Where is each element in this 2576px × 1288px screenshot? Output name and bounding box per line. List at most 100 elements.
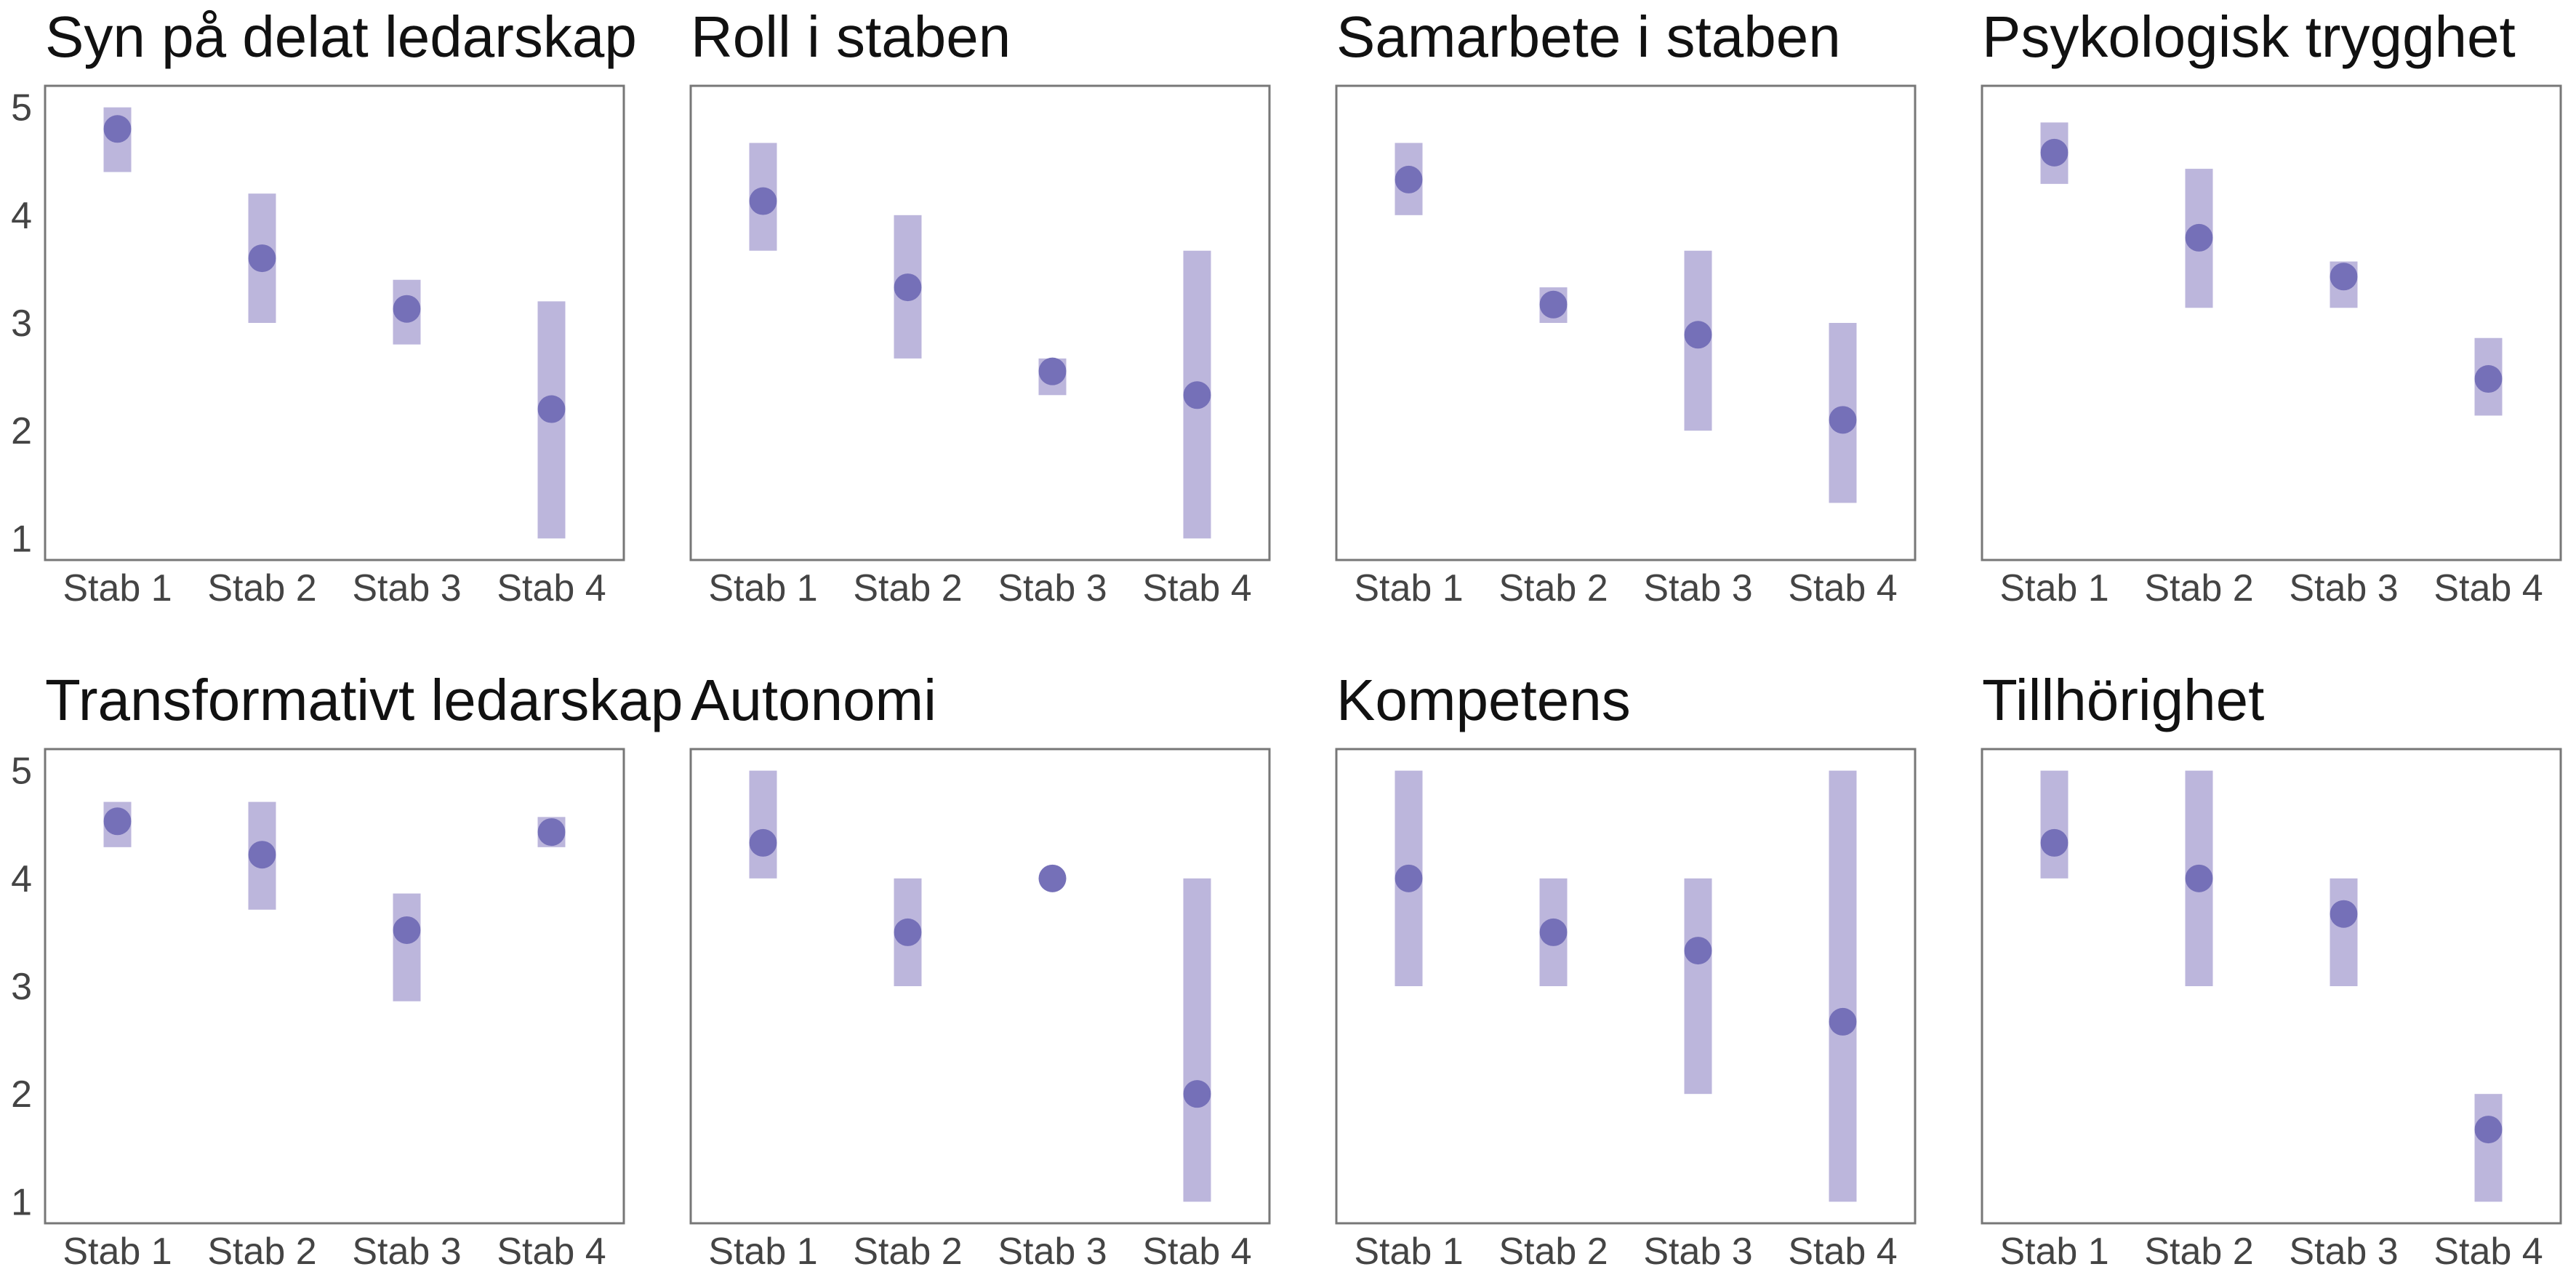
mean-point [2040, 138, 2069, 167]
x-tick-label: Stab 2 [853, 567, 962, 609]
mean-point [1395, 165, 1423, 193]
x-tick-label: Stab 1 [1354, 567, 1463, 609]
panel-title: Autonomi [691, 668, 936, 732]
x-tick-label: Stab 4 [497, 1231, 606, 1273]
panel-title: Samarbete i staben [1336, 4, 1841, 69]
mean-point [2474, 1116, 2503, 1144]
mean-point [894, 273, 922, 302]
mean-point [1829, 406, 1857, 434]
x-tick-label: Stab 2 [853, 1231, 962, 1273]
plot-frame [44, 84, 625, 561]
y-tick-label: 3 [11, 966, 32, 1008]
mean-point [103, 115, 132, 143]
panel-3: Samarbete i staben Stab 1 Stab 2 Stab 3 Stab… [1335, 4, 1917, 609]
y-tick-label: 3 [11, 303, 32, 345]
range-bar [1684, 878, 1712, 1095]
x-tick-label: Stab 4 [1788, 1231, 1897, 1273]
range-bar [749, 770, 777, 879]
mean-point [1183, 381, 1211, 409]
x-tick-label: Stab 2 [1498, 567, 1608, 609]
y-tick-label: 5 [11, 87, 32, 129]
x-tick-label: Stab 3 [352, 1231, 461, 1273]
mean-point [1539, 290, 1568, 319]
y-tick-label: 1 [11, 518, 32, 560]
x-tick-label: Stab 3 [998, 1231, 1107, 1273]
plot-frame [689, 84, 1271, 561]
mean-point [2474, 365, 2503, 393]
range-bar [393, 893, 421, 1001]
mean-point [537, 395, 566, 423]
mean-point [1038, 864, 1067, 892]
mean-point [1395, 864, 1423, 892]
x-tick-label: Stab 1 [1999, 567, 2108, 609]
panel-2: Roll i staben Stab 1 Stab 2 Stab 3 Stab 4 [689, 4, 1271, 609]
plot-frame [44, 748, 625, 1225]
mean-point [393, 916, 421, 944]
x-tick-label: Stab 1 [708, 567, 817, 609]
range-bar [1183, 878, 1211, 1202]
y-tick-label: 1 [11, 1181, 32, 1223]
mean-point [894, 918, 922, 946]
panel-title: Psykologisk trygghet [1982, 4, 2516, 69]
panel-5: Transformativt ledarskap 1 2 3 4 5 Stab 1 Stab … [11, 668, 683, 1273]
mean-point [393, 295, 421, 323]
panel-7: Kompetens Stab 1 Stab 2 Stab 3 Stab 4 [1335, 668, 1917, 1273]
mean-point [103, 807, 132, 836]
x-tick-label: Stab 2 [1498, 1231, 1608, 1273]
x-tick-label: Stab 1 [63, 567, 172, 609]
mean-point [1684, 321, 1712, 349]
panel-title: Transformativt ledarskap [45, 668, 683, 732]
panel-title: Roll i staben [691, 4, 1011, 69]
x-tick-label: Stab 2 [2144, 1231, 2253, 1273]
x-tick-label: Stab 3 [998, 567, 1107, 609]
panel-1: Syn på delat ledarskap 1 2 3 4 5 Stab 1 Stab 2 S… [11, 4, 637, 609]
mean-point [1684, 937, 1712, 965]
plot-frame [1335, 84, 1917, 561]
mean-point [2040, 828, 2069, 857]
x-tick-label: Stab 4 [2433, 567, 2543, 609]
mean-point [2185, 864, 2213, 892]
range-bar [1829, 770, 1857, 1202]
x-tick-label: Stab 1 [1999, 1231, 2108, 1273]
mean-point [2330, 900, 2358, 928]
panel-6: Autonomi Stab 1 Stab 2 Stab 3 Stab 4 [689, 668, 1271, 1273]
x-tick-label: Stab 3 [352, 567, 461, 609]
x-tick-label: Stab 2 [2144, 567, 2253, 609]
mean-point [537, 818, 566, 847]
plot-frame [1981, 84, 2562, 561]
range-bar [2040, 770, 2069, 879]
y-tick-label: 2 [11, 410, 32, 452]
y-tick-label: 4 [11, 195, 32, 237]
x-tick-label: Stab 3 [2289, 567, 2398, 609]
range-bar [2330, 878, 2358, 986]
mean-point [1038, 357, 1067, 385]
x-tick-label: Stab 3 [1643, 1231, 1752, 1273]
mean-point [248, 244, 276, 273]
x-tick-label: Stab 4 [497, 567, 606, 609]
x-tick-label: Stab 2 [207, 567, 316, 609]
x-tick-label: Stab 4 [1788, 567, 1897, 609]
x-tick-label: Stab 2 [207, 1231, 316, 1273]
mean-point [749, 187, 777, 215]
x-tick-label: Stab 1 [1354, 1231, 1463, 1273]
x-tick-label: Stab 4 [1142, 1231, 1251, 1273]
x-tick-label: Stab 4 [1142, 567, 1251, 609]
panel-title: Tillhörighet [1982, 668, 2264, 732]
x-tick-label: Stab 3 [1643, 567, 1752, 609]
x-tick-label: Stab 1 [63, 1231, 172, 1273]
panel-4: Psykologisk trygghet Stab 1 Stab 2 Stab 3 St… [1981, 4, 2562, 609]
range-bar [2474, 1094, 2503, 1202]
panel-8: Tillhörighet Stab 1 Stab 2 Stab 3 Stab 4 [1981, 668, 2562, 1273]
panel-title: Syn på delat ledarskap [45, 4, 637, 69]
plot-frame [1335, 748, 1917, 1225]
mean-point [2330, 263, 2358, 291]
y-tick-label: 2 [11, 1073, 32, 1116]
mean-point [248, 841, 276, 869]
y-tick-label: 5 [11, 751, 32, 793]
mean-point [2185, 223, 2213, 252]
plot-frame [1981, 748, 2562, 1225]
mean-point [1539, 918, 1568, 946]
x-tick-label: Stab 1 [708, 1231, 817, 1273]
mean-point [1183, 1080, 1211, 1108]
